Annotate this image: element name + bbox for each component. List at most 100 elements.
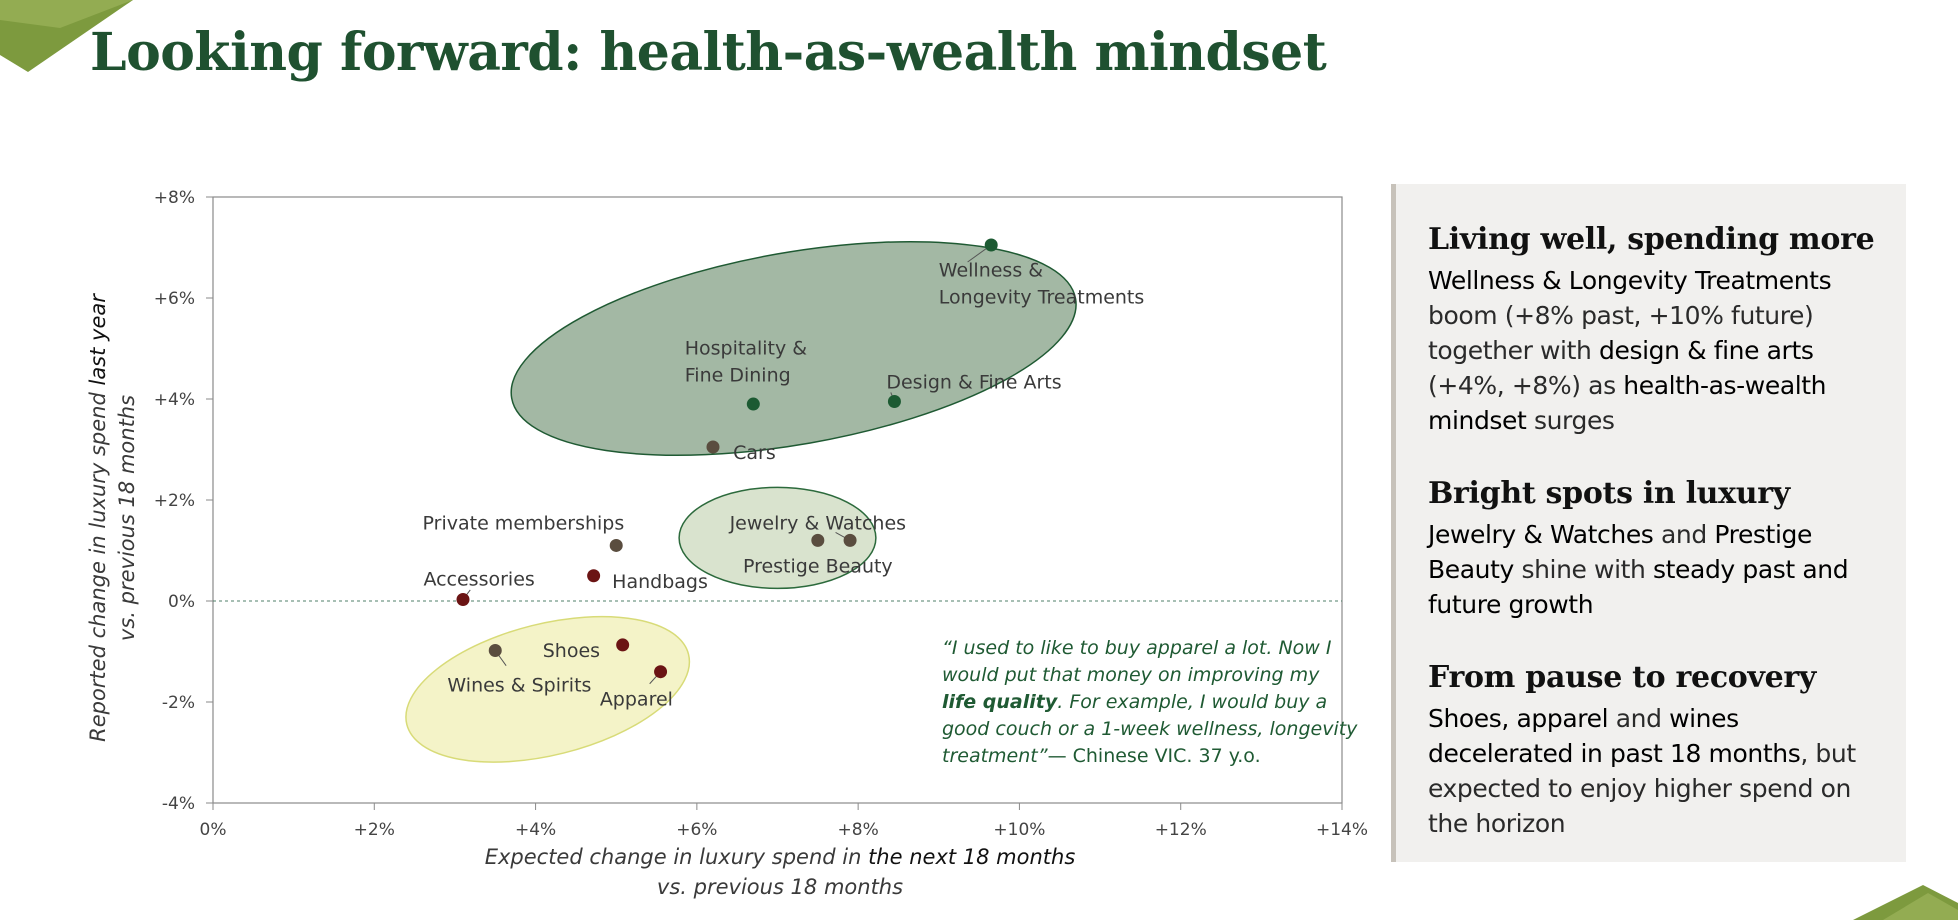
insight-heading: Living well, spending more — [1428, 222, 1875, 257]
y-tick-label: -2% — [162, 693, 195, 713]
insight-body: Wellness & Longevity Treatments boom (+8… — [1428, 263, 1886, 438]
data-point — [811, 533, 825, 547]
data-points: Wellness & Longevity Treatments Hospitalit… — [423, 238, 1145, 710]
insight-text: shine with — [1513, 555, 1654, 584]
y-tick-label: +6% — [154, 289, 195, 309]
x-tick-label: +10% — [993, 820, 1045, 840]
data-point — [587, 569, 601, 583]
corner-leaf-decoration — [0, 0, 133, 72]
axis-title-segment: the next 18 months — [868, 845, 1075, 869]
insight-highlight: health-as-wealth mindset — [1428, 371, 1827, 435]
scatter-chart: 0% +2% +4% +6% +8% +10% +12% +14% +8% +6% +4% +2% 0%… — [86, 188, 1368, 899]
page-title: Looking forward: health-as-wealth mindse… — [90, 22, 1327, 83]
insight-body: Shoes, apparel and wines decelerated in … — [1428, 701, 1886, 841]
quote-line: “I used to like to buy apparel a lot. No… — [942, 637, 1332, 659]
data-point — [843, 533, 857, 547]
y-tick-label: +4% — [154, 390, 195, 410]
axis-title-segment: vs. previous 18 months — [657, 875, 903, 899]
data-point — [456, 592, 470, 606]
y-tick-label: +2% — [154, 491, 195, 511]
y-axis-title: vs. previous 18 months — [115, 395, 139, 641]
insight-text: and — [1653, 520, 1715, 549]
insight-highlight: steady past and future growth — [1428, 555, 1849, 619]
quote-line: would put that money on improving my — [942, 664, 1320, 686]
quote-segment: would put that money on improving my — [942, 664, 1320, 686]
x-tick-label: +14% — [1316, 820, 1368, 840]
insight-highlight: Prestige Beauty — [1428, 520, 1812, 584]
y-tick-label: -4% — [162, 794, 195, 814]
x-tick-label: +6% — [676, 820, 717, 840]
data-point-label: Accessories — [423, 568, 534, 590]
y-tick-label: +8% — [154, 188, 195, 208]
quote-segment: “I used to like to buy apparel a lot. No… — [942, 637, 1332, 659]
data-point-label: Wellness & — [939, 259, 1043, 281]
insight-body: Jewelry & Watches and Prestige Beauty sh… — [1428, 517, 1886, 622]
axis-labels: Expected change in luxury spend in the n… — [86, 293, 1075, 899]
y-tick-label: 0% — [168, 592, 195, 612]
quote-segment: good couch or a 1-week wellness, longevi… — [942, 718, 1358, 740]
data-point — [746, 397, 760, 411]
data-point-label: Hospitality & — [685, 338, 808, 360]
insight-highlight: Shoes, apparel — [1428, 704, 1609, 733]
insight-highlight: design & fine arts — [1599, 336, 1814, 365]
insight-highlight: Wellness & Longevity Treatments — [1428, 266, 1832, 295]
data-point — [616, 638, 630, 652]
quote-line: life quality. For example, I would buy a — [942, 691, 1327, 713]
cluster-ellipse — [678, 486, 877, 590]
data-point-label: Private memberships — [423, 513, 625, 535]
x-tick-label: 0% — [200, 820, 227, 840]
x-tick-label: +12% — [1155, 820, 1207, 840]
insight-text: surges — [1526, 406, 1615, 435]
quote-segment: — Chinese VIC. 37 y.o. — [1048, 745, 1261, 767]
axis-title-segment: last year — [86, 293, 110, 386]
data-point-label: Prestige Beauty — [743, 556, 893, 578]
customer-quote: “I used to like to buy apparel a lot. No… — [942, 637, 1358, 767]
quote-segment: . For example, I would buy a — [1057, 691, 1327, 713]
axis-title-segment: vs. previous 18 months — [115, 395, 139, 641]
data-point-label: Shoes — [543, 640, 600, 662]
insight-text: , but expected to enjoy higher spend on … — [1428, 739, 1856, 838]
data-point-label: Wines & Spirits — [447, 674, 591, 696]
x-tick-label: +8% — [838, 820, 879, 840]
quote-segment: treatment” — [942, 745, 1048, 767]
data-point — [609, 538, 623, 552]
x-tick-label: +4% — [515, 820, 556, 840]
corner-leaf-decoration-bottom — [1853, 885, 1958, 920]
quote-line: treatment”— Chinese VIC. 37 y.o. — [942, 745, 1261, 767]
data-point-label: Cars — [733, 442, 776, 464]
axis-title-segment: Expected change in luxury spend in — [485, 845, 868, 869]
data-point-label: Longevity Treatments — [939, 286, 1145, 308]
data-point-label: Jewelry & Watches — [729, 513, 907, 535]
insights-panel: Living well, spending more Wellness & Lo… — [1391, 184, 1906, 862]
x-axis-title: Expected change in luxury spend in the n… — [485, 845, 1076, 869]
chart-axes: 0% +2% +4% +6% +8% +10% +12% +14% +8% +6% +4% +2% 0%… — [154, 188, 1368, 840]
insight-text: boom (+8% past, +10% future) together wi… — [1428, 301, 1814, 365]
data-point — [654, 665, 668, 679]
insight-highlight: wines decelerated in past 18 months — [1428, 704, 1801, 768]
data-point-label: Apparel — [600, 688, 673, 710]
axis-title-segment: Reported change in luxury spend — [86, 386, 110, 742]
x-axis-title: vs. previous 18 months — [657, 875, 903, 899]
insight-section-bright-spots: Bright spots in luxury Jewelry & Watches… — [1428, 476, 1886, 622]
insight-text: and — [1608, 704, 1670, 733]
data-point — [984, 238, 998, 252]
cluster-ellipse — [510, 240, 1077, 457]
quote-line: good couch or a 1-week wellness, longevi… — [942, 718, 1358, 740]
insight-heading: Bright spots in luxury — [1428, 476, 1790, 511]
insight-section-pause-to-recovery: From pause to recovery Shoes, apparel an… — [1428, 660, 1886, 841]
data-point-label: Design & Fine Arts — [886, 371, 1061, 393]
data-point — [488, 643, 502, 657]
insight-section-living-well: Living well, spending more Wellness & Lo… — [1428, 222, 1886, 438]
cluster-ellipses — [405, 240, 1077, 763]
x-tick-label: +2% — [354, 820, 395, 840]
data-point-label: Handbags — [612, 571, 708, 593]
quote-segment: life quality — [942, 691, 1059, 713]
insight-heading: From pause to recovery — [1428, 660, 1817, 695]
cluster-ellipse — [405, 615, 691, 763]
data-point — [706, 440, 720, 454]
data-point — [887, 395, 901, 409]
insight-highlight: Jewelry & Watches — [1428, 520, 1654, 549]
data-point-label: Fine Dining — [685, 365, 791, 387]
insight-text: (+4%, +8%) as — [1428, 371, 1624, 400]
y-axis-title: Reported change in luxury spend last yea… — [86, 293, 110, 742]
